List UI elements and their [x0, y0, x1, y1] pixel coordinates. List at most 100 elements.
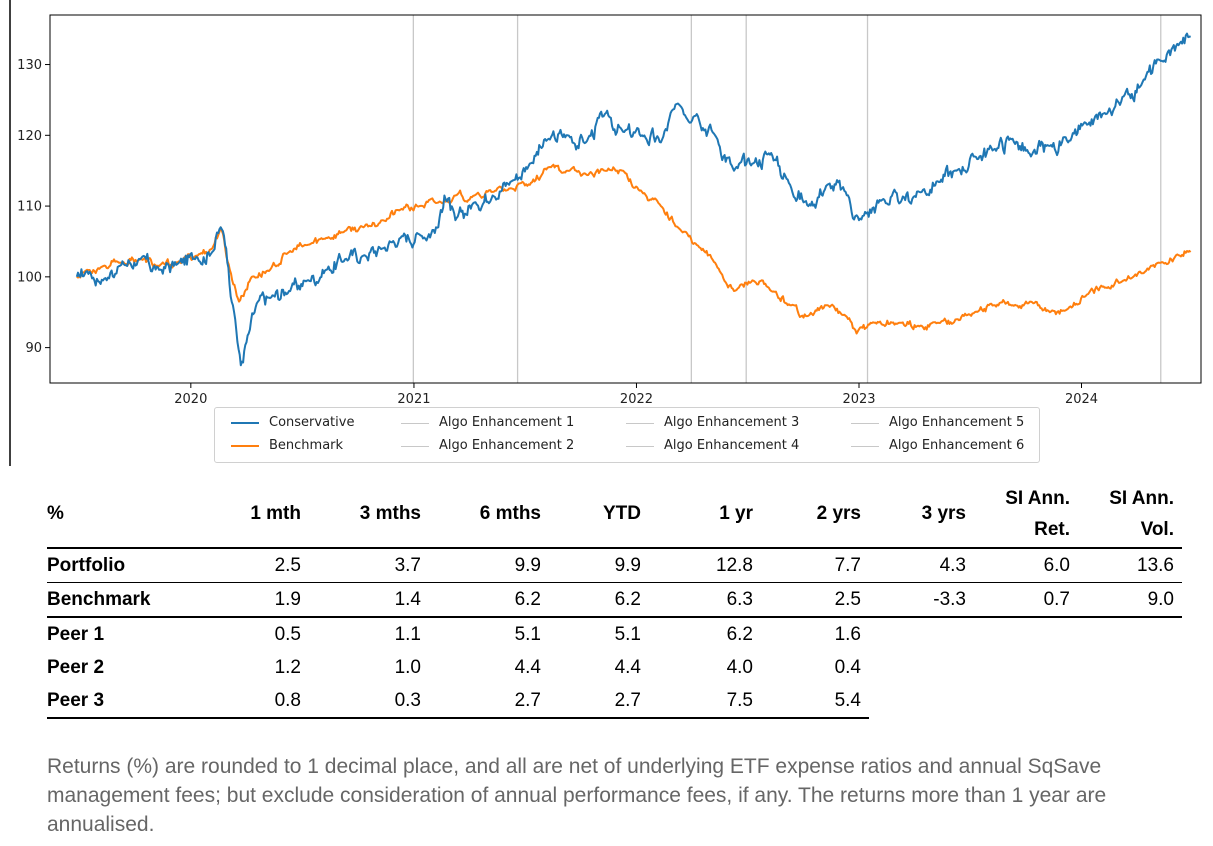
table-header-2yrs: 2 yrs	[761, 480, 869, 549]
legend-swatch	[626, 445, 654, 447]
table-cell: 9.0	[1078, 582, 1182, 618]
legend-swatch	[401, 422, 429, 424]
legend-item: Algo Enhancement 5	[851, 413, 1024, 433]
x-tick-label: 2024	[1065, 392, 1098, 407]
legend-label: Algo Enhancement 3	[664, 415, 800, 430]
table-cell: 0.8	[235, 684, 309, 719]
legend-swatch	[851, 445, 879, 447]
table-cell: 4.4	[614, 656, 641, 678]
series-line-benchmark	[76, 163, 1192, 335]
table-row-label: Peer 3	[47, 684, 235, 719]
legend-item: Conservative	[231, 413, 354, 433]
table-cell: 5.1	[514, 623, 541, 645]
table-cell	[869, 651, 974, 684]
table-cell: 12.8	[649, 548, 761, 583]
legend-item: Algo Enhancement 6	[851, 436, 1024, 456]
footnote: Returns (%) are rounded to 1 decimal pla…	[47, 755, 1107, 836]
legend-label: Algo Enhancement 4	[664, 438, 800, 453]
table-body: Portfolio 2.5 3.7 9.9 9.9 12.8 7.7 4.3 6.0 13.6 Be…	[47, 548, 1182, 719]
y-tick-label: 90	[25, 341, 42, 356]
table-row-label: Peer 2	[47, 656, 105, 678]
table-header-label: %	[47, 480, 235, 549]
table-cell: 6.2	[429, 582, 549, 618]
table-cell: 1.0	[394, 656, 421, 678]
table-cell	[1078, 684, 1182, 718]
table-cell: 2.5	[761, 582, 869, 618]
table-cell: 6.3	[649, 582, 761, 618]
legend-item: Algo Enhancement 1	[401, 413, 574, 433]
y-tick-label: 100	[17, 270, 42, 285]
series-line-conservative	[75, 32, 1192, 367]
table-header-1yr: 1 yr	[649, 480, 761, 549]
legend-label: Conservative	[269, 415, 355, 430]
legend-label: Algo Enhancement 1	[439, 415, 575, 430]
table-cell	[869, 684, 974, 718]
performance-table: % 1 mth 3 mths 6 mths YTD 1 yr 2 yrs 3 y…	[47, 480, 1182, 719]
plot-frame	[49, 14, 1202, 384]
table-row-label: Benchmark	[47, 582, 235, 618]
chart-area: 90 100 110 120 130 2020 2021 2022 2023 2024 Conse…	[9, 0, 1202, 466]
table-row: Peer 1 0.5 1.1 5.1 5.1 6.2 1.6	[47, 617, 1182, 651]
table-header-si-ann-vol: SI Ann. Vol.	[1078, 480, 1182, 549]
table-cell	[974, 651, 1078, 684]
table-header-si-ann-ret: SI Ann. Ret.	[974, 480, 1078, 549]
table-cell: 6.0	[974, 548, 1078, 583]
table-cell: -3.3	[869, 582, 974, 618]
table-row: Benchmark 1.9 1.4 6.2 6.2 6.3 2.5 -3.3 0.7 9.0	[47, 582, 1182, 618]
table-cell: 9.9	[549, 548, 649, 583]
table-header-3yrs: 3 yrs	[869, 480, 974, 549]
legend-swatch	[401, 445, 429, 447]
table-header-ytd: YTD	[549, 480, 649, 549]
y-tick-label: 110	[17, 200, 42, 215]
line-chart: 90 100 110 120 130 2020 2021 2022 2023 2024	[9, 0, 1202, 466]
legend-label: Algo Enhancement 2	[439, 438, 575, 453]
table-header-3mths: 3 mths	[309, 480, 429, 549]
legend-item: Benchmark	[231, 436, 343, 456]
table-row-label: Portfolio	[47, 548, 235, 583]
table-cell: 0.5	[274, 623, 301, 645]
table-cell	[974, 684, 1078, 718]
x-tick-label: 2022	[620, 392, 653, 407]
table-cell: 1.9	[235, 582, 309, 618]
table-cell: 9.9	[429, 548, 549, 583]
table-cell: 7.5	[649, 684, 761, 719]
table-cell: 13.6	[1078, 548, 1182, 583]
table-cell: 0.7	[974, 582, 1078, 618]
chart-legend: Conservative Benchmark Algo Enhancement 1 A…	[214, 407, 1040, 463]
table-cell	[1078, 617, 1182, 651]
legend-label: Algo Enhancement 6	[889, 438, 1025, 453]
table-cell: 5.1	[614, 623, 641, 645]
legend-item: Algo Enhancement 2	[401, 436, 574, 456]
table-cell: 0.3	[309, 684, 429, 719]
table-cell: 2.5	[235, 548, 309, 583]
table-cell	[1078, 651, 1182, 684]
table-row: Peer 3 0.8 0.3 2.7 2.7 7.5 5.4	[47, 684, 1182, 719]
table-header-si-ann-vol-line2: Vol.	[1140, 518, 1174, 540]
legend-swatch	[851, 422, 879, 424]
table-header-6mths: 6 mths	[429, 480, 549, 549]
table-row: Peer 2 1.2 1.0 4.4 4.4 4.0 0.4	[47, 651, 1182, 684]
legend-item: Algo Enhancement 4	[626, 436, 799, 456]
x-tick-label: 2023	[842, 392, 875, 407]
table-cell: 1.2	[274, 656, 301, 678]
table-cell: 4.4	[514, 656, 541, 678]
legend-swatch	[626, 422, 654, 424]
table-header-si-ann-vol-line1: SI Ann.	[1109, 487, 1174, 509]
y-tick-label: 120	[17, 129, 42, 144]
table-cell: 7.7	[761, 548, 869, 583]
table-cell	[974, 617, 1078, 651]
table-cell: 2.7	[429, 684, 549, 719]
table-header-si-ann-ret-line2: Ret.	[1034, 518, 1070, 540]
table-cell: 4.0	[726, 656, 753, 678]
table-cell: 0.4	[834, 656, 861, 678]
table-row-label: Peer 1	[47, 623, 105, 645]
y-tick-label: 130	[17, 58, 42, 73]
table-cell: 1.1	[394, 623, 421, 645]
table-cell: 1.6	[834, 623, 861, 645]
table-cell	[869, 617, 974, 651]
x-tick-label: 2021	[397, 392, 430, 407]
legend-label: Algo Enhancement 5	[889, 415, 1025, 430]
table-cell: 2.7	[549, 684, 649, 719]
table-cell: 4.3	[869, 548, 974, 583]
table-cell: 5.4	[761, 684, 869, 719]
